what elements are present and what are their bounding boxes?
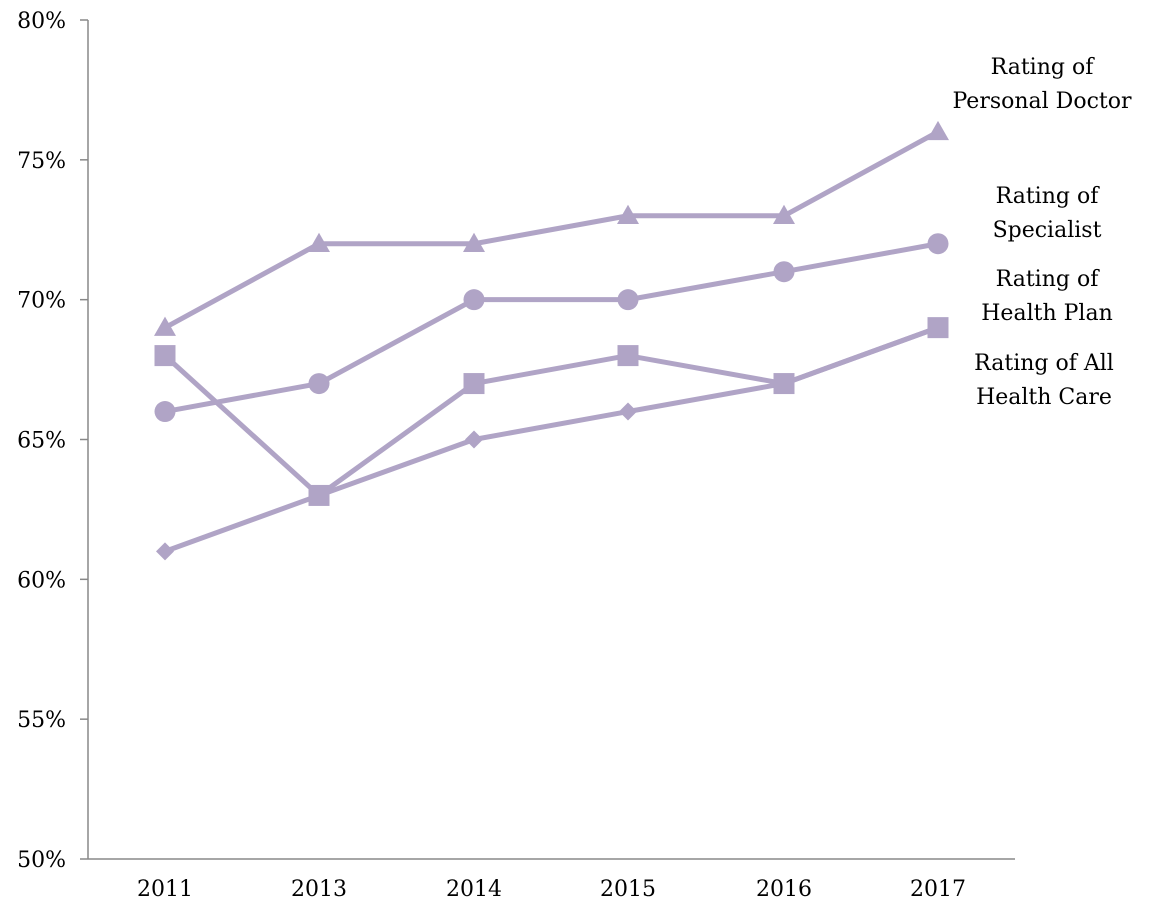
x-tick-label: 2016: [756, 877, 812, 902]
data-point-rating-of-specialist: [154, 401, 176, 423]
x-tick-label: 2015: [600, 877, 656, 902]
y-tick-label: 60%: [17, 568, 66, 593]
data-point-rating-of-personal-doctor: [308, 232, 330, 252]
data-point-rating-of-all-health-care: [775, 374, 793, 393]
data-point-rating-of-specialist: [773, 261, 795, 283]
data-point-rating-of-all-health-care: [929, 318, 947, 337]
series-label-rating-of-specialist: Rating of Specialist: [993, 184, 1102, 243]
x-tick-label: 2017: [910, 877, 966, 902]
y-tick-label: 55%: [17, 708, 66, 733]
data-point-rating-of-all-health-care: [310, 486, 328, 505]
data-point-rating-of-all-health-care: [619, 402, 637, 421]
y-tick-label: 50%: [17, 848, 66, 873]
series-lines: [163, 129, 940, 554]
x-tick-label: 2013: [291, 877, 347, 902]
y-tick-label: 65%: [17, 429, 66, 454]
y-tick-label: 75%: [17, 149, 66, 174]
series-label-line: Health Plan: [981, 301, 1112, 326]
series-line-rating-of-all-health-care: [164, 325, 939, 554]
y-tick-label: 70%: [17, 289, 66, 314]
series-label-line: Specialist: [993, 218, 1102, 243]
series-label-rating-of-personal-doctor: Rating of Personal Doctor: [952, 55, 1131, 114]
data-point-rating-of-all-health-care: [465, 430, 483, 449]
axes: 50% 55% 60% 65% 70% 75% 80% 2011 2013 2014 2015 201…: [17, 9, 1015, 902]
x-tick-label: 2014: [446, 877, 502, 902]
data-point-rating-of-health-plan: [154, 345, 176, 367]
data-point-rating-of-personal-doctor: [617, 204, 639, 225]
x-tick-label: 2011: [137, 877, 193, 902]
series-line-rating-of-specialist: [164, 241, 939, 414]
data-point-rating-of-specialist: [927, 233, 949, 255]
series-labels: Rating of Personal Doctor Rating of Special…: [952, 55, 1131, 410]
series-label-line: Rating of All: [974, 351, 1114, 376]
data-point-rating-of-personal-doctor: [154, 316, 176, 336]
y-tick-label: 80%: [17, 9, 66, 34]
data-point-rating-of-health-plan: [617, 345, 639, 367]
series-line-rating-of-health-plan: [163, 325, 939, 498]
data-point-rating-of-personal-doctor: [927, 120, 949, 141]
data-point-rating-of-personal-doctor: [463, 232, 485, 252]
series-line-rating-of-personal-doctor: [163, 129, 940, 330]
series-markers: [154, 120, 949, 561]
series-label-line: Personal Doctor: [952, 89, 1131, 114]
data-point-rating-of-specialist: [463, 289, 485, 311]
series-label-line: Rating of: [996, 184, 1101, 209]
series-label-rating-of-health-plan: Rating of Health Plan: [981, 267, 1112, 326]
data-point-rating-of-personal-doctor: [773, 204, 795, 225]
data-point-rating-of-specialist: [617, 289, 639, 311]
data-point-rating-of-all-health-care: [156, 542, 174, 561]
series-label-rating-of-all-health-care: Rating of All Health Care: [974, 351, 1114, 410]
series-label-line: Rating of: [991, 55, 1096, 80]
series-label-line: Rating of: [996, 267, 1101, 292]
data-point-rating-of-health-plan: [463, 373, 485, 395]
series-label-line: Health Care: [976, 385, 1112, 410]
data-point-rating-of-specialist: [308, 373, 330, 395]
